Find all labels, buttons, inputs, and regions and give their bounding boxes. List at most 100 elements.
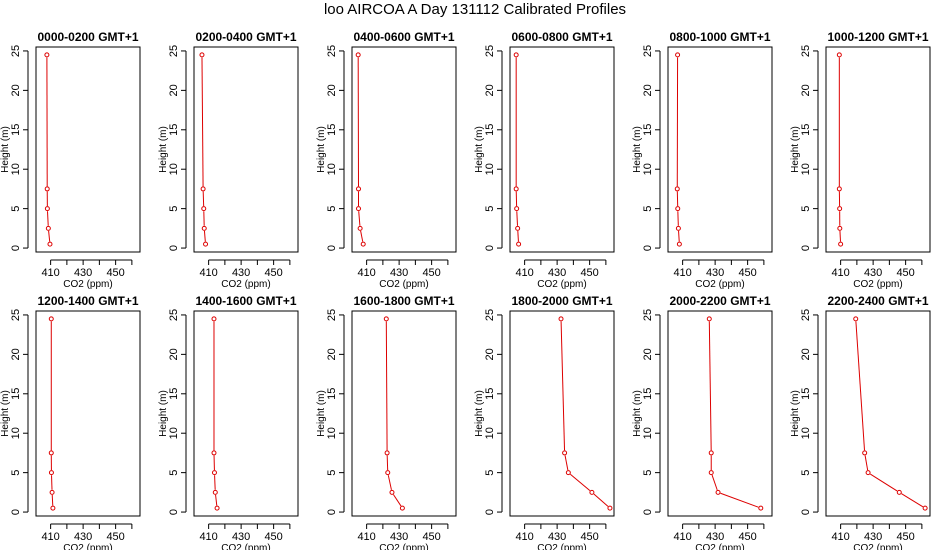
data-point (675, 225, 681, 231)
data-point (203, 241, 209, 247)
y-axis-label: Height (m) (0, 126, 11, 173)
series-segment (864, 455, 869, 471)
y-tick-label: 25 (800, 309, 812, 321)
y-axis-label: Height (m) (158, 126, 169, 173)
series-segment (51, 494, 54, 506)
x-tick-label: 430 (390, 267, 408, 279)
panel-11: 2000-2200 GMT+1 0 5 10 15 20 25 Height (m) 410 43… (632, 294, 773, 550)
plot-frame (193, 310, 299, 517)
x-axis-label: CO2 (ppm) (221, 543, 270, 550)
y-tick-label: 10 (484, 427, 496, 439)
panel-8: 1400-1600 GMT+1 0 5 10 15 20 25 Height (m) 410 43… (158, 294, 299, 550)
y-tick-label: 10 (168, 163, 180, 175)
y-tick-label: 0 (642, 509, 654, 515)
y-tick-label: 0 (326, 245, 338, 251)
data-point (708, 470, 714, 476)
data-point (513, 186, 519, 192)
series-segment (720, 492, 759, 508)
panel-3: 0400-0600 GMT+1 0 5 10 15 20 25 Height (m) 410 43… (316, 30, 457, 290)
plot-frame (667, 46, 773, 253)
y-tick-label: 20 (642, 348, 654, 360)
y-tick-label: 5 (642, 470, 654, 476)
series-segment (385, 321, 388, 451)
y-tick-label: 15 (642, 388, 654, 400)
x-tick-label: 430 (548, 267, 566, 279)
data-point (214, 505, 220, 511)
data-point (836, 186, 842, 192)
y-tick-label: 10 (10, 163, 22, 175)
x-tick-label: 450 (106, 531, 124, 543)
plot-frame (351, 46, 457, 253)
y-tick-label: 10 (168, 427, 180, 439)
y-tick-label: 10 (326, 427, 338, 439)
x-tick-label: 450 (422, 531, 440, 543)
data-point (48, 316, 54, 322)
data-point (565, 470, 571, 476)
series-segment (215, 494, 218, 506)
x-tick-label: 430 (864, 531, 882, 543)
data-point (199, 52, 205, 58)
data-point (399, 505, 405, 511)
panel-title: 1000-1200 GMT+1 (827, 30, 928, 44)
y-tick-label: 5 (484, 470, 496, 476)
x-tick-label: 450 (580, 531, 598, 543)
data-point (853, 316, 859, 322)
data-point (675, 206, 681, 212)
data-point (44, 186, 50, 192)
series-segment (711, 474, 718, 491)
plot-frame (667, 310, 773, 517)
data-point (607, 505, 613, 511)
y-tick-label: 5 (10, 206, 22, 212)
x-tick-label: 430 (706, 267, 724, 279)
x-tick-label: 430 (74, 267, 92, 279)
x-tick-label: 430 (864, 267, 882, 279)
data-point (212, 489, 218, 495)
y-tick-label: 10 (10, 427, 22, 439)
panel-title: 2200-2400 GMT+1 (827, 294, 928, 308)
y-tick-label: 5 (168, 470, 180, 476)
x-axis-label: CO2 (ppm) (695, 279, 744, 290)
y-tick-label: 20 (326, 84, 338, 96)
x-axis-label: CO2 (ppm) (853, 279, 902, 290)
y-tick-label: 15 (326, 124, 338, 136)
x-axis-label: CO2 (ppm) (695, 543, 744, 550)
plot-frame (509, 310, 615, 517)
data-point (862, 450, 868, 456)
y-tick-label: 5 (642, 206, 654, 212)
data-point (50, 505, 56, 511)
data-point (360, 241, 366, 247)
plot-frame (825, 46, 931, 253)
data-point (201, 206, 207, 212)
panel-title: 1200-1400 GMT+1 (37, 294, 138, 308)
data-point (865, 470, 871, 476)
series-segment (516, 211, 519, 226)
series-segment (201, 57, 204, 187)
x-tick-label: 410 (357, 267, 375, 279)
panel-title: 2000-2200 GMT+1 (669, 294, 770, 308)
y-tick-label: 15 (168, 388, 180, 400)
data-point (837, 206, 843, 212)
y-tick-label: 25 (484, 309, 496, 321)
y-tick-label: 0 (168, 245, 180, 251)
y-tick-label: 20 (800, 348, 812, 360)
x-tick-label: 430 (74, 531, 92, 543)
y-tick-label: 15 (800, 388, 812, 400)
data-point (836, 52, 842, 58)
y-tick-label: 25 (642, 309, 654, 321)
x-tick-label: 450 (738, 531, 756, 543)
x-tick-label: 450 (580, 267, 598, 279)
data-point (589, 489, 595, 495)
series-segment (678, 230, 680, 242)
series-segment (360, 230, 364, 242)
panel-title: 1400-1600 GMT+1 (195, 294, 296, 308)
series-segment (901, 493, 924, 508)
y-tick-label: 15 (326, 388, 338, 400)
x-axis-label: CO2 (ppm) (221, 279, 270, 290)
y-tick-label: 0 (168, 509, 180, 515)
x-tick-label: 450 (264, 267, 282, 279)
y-axis-label: Height (m) (790, 390, 801, 437)
y-tick-label: 15 (484, 124, 496, 136)
data-point (675, 52, 681, 58)
plot-frame (509, 46, 615, 253)
data-point (922, 505, 928, 511)
